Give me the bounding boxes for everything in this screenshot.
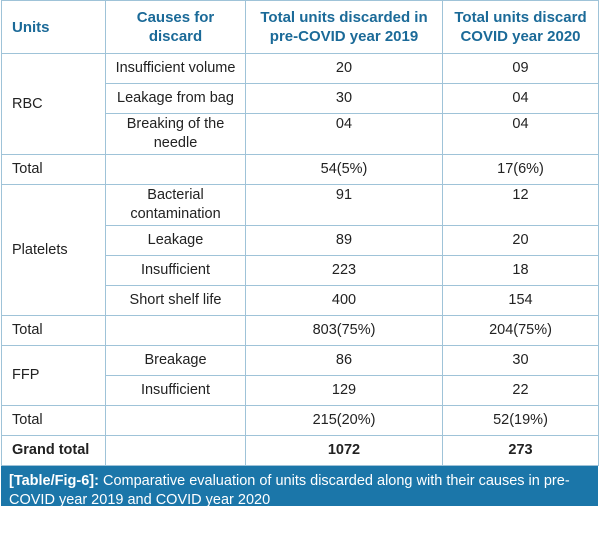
table-row: Insufficient 223 18 [2,255,599,286]
value-2019: 89 [245,225,443,256]
grand-total-label: Grand total [1,435,106,466]
total-2019: 54(5%) [245,154,443,185]
table-row: Breaking of the needle 04 04 [2,113,599,155]
total-2020: 204(75%) [442,315,599,346]
total-label: Total [1,315,106,346]
grand-total-row: Grand total 1072 273 [1,435,599,466]
cause-cell: Insufficient [105,255,246,286]
unit-platelets: Platelets [1,184,106,316]
value-2019: 20 [245,53,443,84]
table-row: Platelets Bacterial contamination 91 12 [1,184,599,316]
value-2020: 154 [442,285,599,316]
total-2019: 803(75%) [245,315,443,346]
value-2019: 86 [245,345,443,376]
header-2019: Total units discarded in pre-COVID year … [245,0,443,54]
empty-cell [105,405,246,436]
value-2020: 20 [442,225,599,256]
cause-cell: Breaking of the needle [105,113,246,155]
cause-cell: Breakage [105,345,246,376]
total-2019: 215(20%) [245,405,443,436]
header-causes: Causes for discard [105,0,246,54]
value-2020: 22 [442,375,599,406]
cause-cell: Leakage from bag [105,83,246,114]
table-row: RBC Insufficient volume 20 09 [1,53,599,155]
table-row: FFP Breakage 86 30 [1,345,599,406]
value-2020: 09 [442,53,599,84]
empty-cell [105,315,246,346]
cause-cell: Bacterial contamination [105,184,246,226]
total-row: Total 54(5%) 17(6%) [1,154,599,185]
value-2020: 04 [442,83,599,114]
header-row: Units Causes for discard Total units dis… [1,0,599,54]
grand-total-2020: 273 [442,435,599,466]
unit-ffp: FFP [1,345,106,406]
cause-cell: Insufficient [105,375,246,406]
value-2020: 18 [442,255,599,286]
empty-cell [105,154,246,185]
cause-cell: Insufficient volume [105,53,246,84]
caption-text: Comparative evaluation of units discarde… [9,473,570,508]
caption-label: [Table/Fig-6]: [9,473,99,489]
header-units: Units [1,0,106,54]
value-2019: 223 [245,255,443,286]
total-label: Total [1,405,106,436]
total-label: Total [1,154,106,185]
value-2020: 04 [442,113,599,155]
header-2020: Total units discard COVID year 2020 [442,0,599,54]
unit-rbc: RBC [1,53,106,155]
empty-cell [105,435,246,466]
discard-table: Units Causes for discard Total units dis… [1,0,599,466]
cause-cell: Leakage [105,225,246,256]
total-2020: 17(6%) [442,154,599,185]
value-2019: 400 [245,285,443,316]
grand-total-2019: 1072 [245,435,443,466]
table-caption: [Table/Fig-6]: Comparative evaluation of… [1,466,598,508]
cause-cell: Short shelf life [105,285,246,316]
table-figure: Units Causes for discard Total units dis… [1,0,599,508]
value-2019: 30 [245,83,443,114]
value-2020: 30 [442,345,599,376]
value-2019: 129 [245,375,443,406]
total-row: Total 803(75%) 204(75%) [1,315,599,346]
table-row: Leakage from bag 30 04 [2,83,599,114]
table-row: Insufficient 129 22 [2,375,599,406]
total-row: Total 215(20%) 52(19%) [1,405,599,436]
total-2020: 52(19%) [442,405,599,436]
value-2019: 91 [245,184,443,226]
value-2020: 12 [442,184,599,226]
value-2019: 04 [245,113,443,155]
